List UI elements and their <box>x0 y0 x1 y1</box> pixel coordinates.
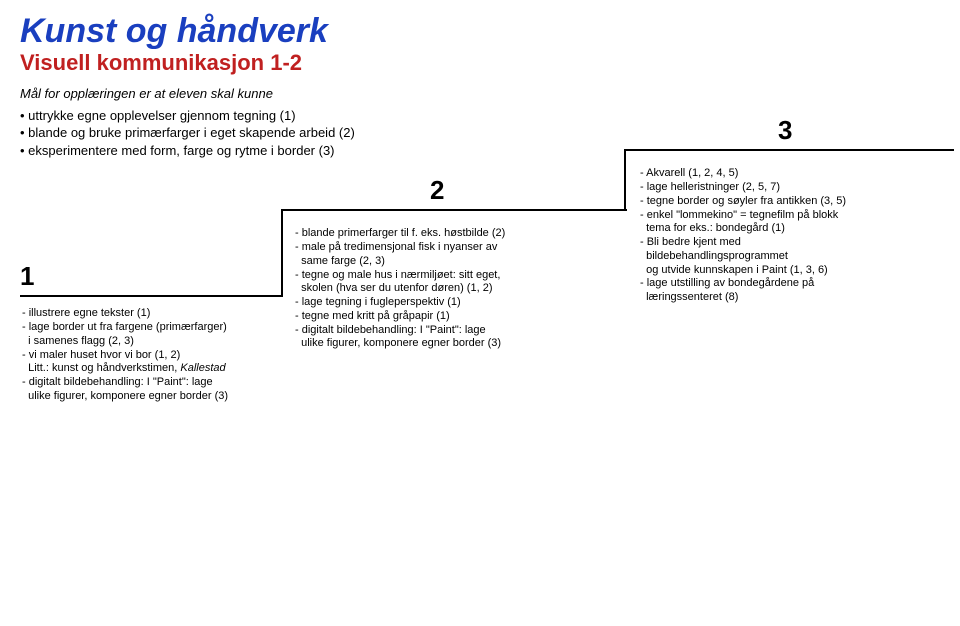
step-2-riser <box>624 149 626 211</box>
step-3-border <box>626 149 954 151</box>
step-3-number: 3 <box>778 115 792 146</box>
page-title: Kunst og håndverk <box>20 14 940 50</box>
step-diagram: 1 2 3 - illustrere egne tekster (1)- lag… <box>20 177 940 537</box>
step-1-body: - illustrere egne tekster (1)- lage bord… <box>22 307 277 403</box>
bullet-item: blande og bruke primærfarger i eget skap… <box>20 124 940 142</box>
step-1-riser <box>281 209 283 297</box>
step-2-border <box>283 209 627 211</box>
step-2-number: 2 <box>430 175 444 206</box>
goal-bullets: uttrykke egne opplevelser gjennom tegnin… <box>20 107 940 160</box>
step-2-body: - blande primerfarger til f. eks. høstbi… <box>295 227 610 351</box>
step-1-number: 1 <box>20 261 34 292</box>
page-subtitle: Visuell kommunikasjon 1-2 <box>20 50 940 76</box>
bullet-item: uttrykke egne opplevelser gjennom tegnin… <box>20 107 940 125</box>
step-3-body: - Akvarell (1, 2, 4, 5)- lage helleristn… <box>640 167 960 305</box>
intro-text: Mål for opplæringen er at eleven skal ku… <box>20 86 940 101</box>
